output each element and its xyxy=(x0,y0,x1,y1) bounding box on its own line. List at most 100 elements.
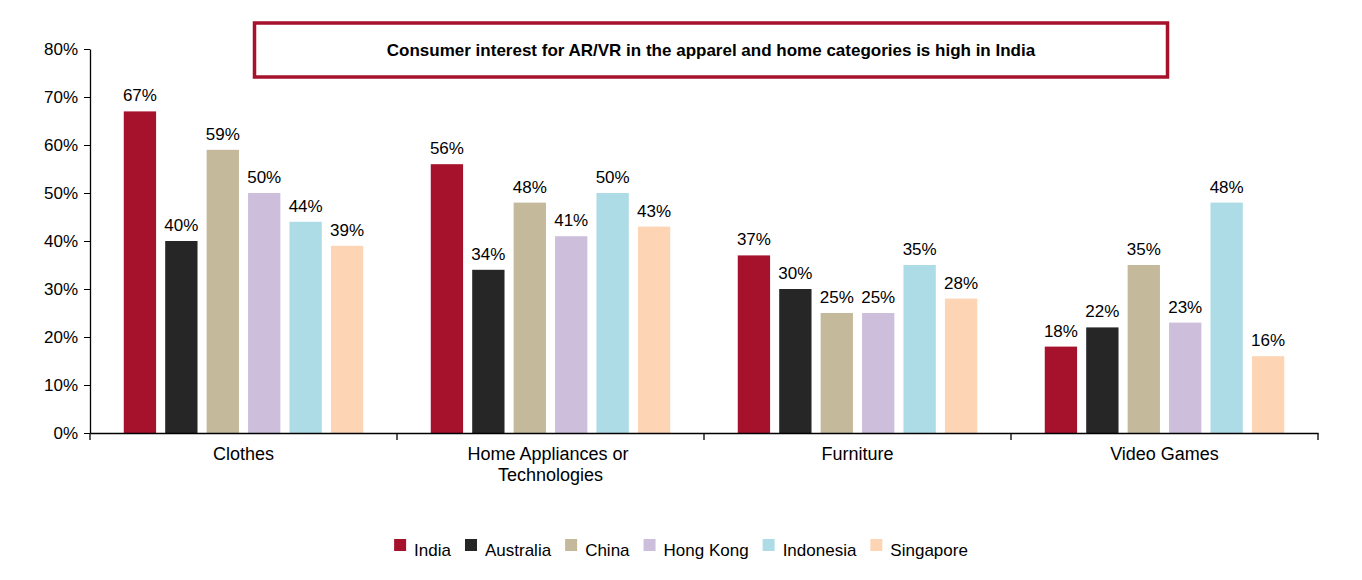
legend-item: India xyxy=(394,539,451,560)
data-label: 18% xyxy=(1044,322,1078,341)
tick-mark xyxy=(84,241,90,242)
bar xyxy=(514,203,546,433)
data-label: 16% xyxy=(1251,331,1285,350)
tick: 70% xyxy=(44,88,90,107)
legend-swatch xyxy=(465,539,477,551)
tick-label: Video Games xyxy=(1110,444,1219,464)
bar xyxy=(555,236,587,433)
data-label: 30% xyxy=(778,264,812,283)
legend-label: Singapore xyxy=(890,541,968,560)
bars xyxy=(124,111,1284,433)
data-label: 35% xyxy=(1127,240,1161,259)
legend-swatch xyxy=(394,539,406,551)
legend-label: China xyxy=(585,541,630,560)
group-separators xyxy=(90,433,1318,440)
x-axis: Clothes Home Appliances or Technologies Fu… xyxy=(90,433,1319,485)
bar xyxy=(862,313,894,433)
legend-label: Hong Kong xyxy=(664,541,749,560)
data-label: 39% xyxy=(330,221,364,240)
tick: Home Appliances or Technologies xyxy=(467,433,633,485)
tick: 80% xyxy=(44,40,90,59)
separator-tick xyxy=(89,433,90,440)
legend-label: Indonesia xyxy=(783,541,857,560)
legend-swatch xyxy=(763,539,775,551)
tick-mark xyxy=(84,337,90,338)
legend-swatch xyxy=(644,539,656,551)
data-label: 44% xyxy=(289,197,323,216)
series xyxy=(289,193,1242,433)
tick-mark xyxy=(84,193,90,194)
data-label: 43% xyxy=(637,202,671,221)
tick-mark xyxy=(84,433,90,434)
data-label: 67% xyxy=(123,86,157,105)
data-label: 34% xyxy=(471,245,505,264)
bar xyxy=(1086,327,1118,433)
bar xyxy=(248,193,280,433)
tick-mark xyxy=(84,49,90,50)
title-box: Consumer interest for AR/VR in the appar… xyxy=(255,23,1168,77)
bar xyxy=(165,241,197,433)
bar xyxy=(1169,323,1201,433)
data-label: 37% xyxy=(737,230,771,249)
bar xyxy=(903,265,935,433)
tick-label: 20% xyxy=(44,328,78,347)
tick: Furniture xyxy=(821,433,893,464)
separator-tick xyxy=(1317,433,1318,440)
bar xyxy=(207,150,239,433)
bar xyxy=(596,193,628,433)
data-labels: 67%56%37%18%40%34%30%22%59%48%25%35%50%4… xyxy=(123,86,1285,350)
data-label: 41% xyxy=(554,211,588,230)
legend-item: Singapore xyxy=(870,539,968,560)
data-label: 22% xyxy=(1085,302,1119,321)
chart: 67%56%37%18%40%34%30%22%59%48%25%35%50%4… xyxy=(0,0,1362,580)
tick-label: 60% xyxy=(44,136,78,155)
bar xyxy=(124,111,156,433)
bar xyxy=(472,270,504,433)
data-label: 50% xyxy=(596,168,630,187)
bar xyxy=(1252,356,1284,433)
bar xyxy=(331,246,363,433)
tick-label: 30% xyxy=(44,280,78,299)
data-label: 23% xyxy=(1168,298,1202,317)
separator-tick xyxy=(703,433,704,440)
title: Consumer interest for AR/VR in the appar… xyxy=(387,41,1036,60)
data-label: 25% xyxy=(861,288,895,307)
bar xyxy=(1045,347,1077,433)
tick-mark xyxy=(84,145,90,146)
bar xyxy=(638,227,670,433)
tick: 30% xyxy=(44,280,90,299)
tick-label: Clothes xyxy=(213,444,274,464)
axis-line xyxy=(90,50,91,434)
series xyxy=(207,150,1160,433)
tick-label: 0% xyxy=(53,424,78,443)
bar xyxy=(289,222,321,433)
series xyxy=(248,193,1201,433)
tick: 40% xyxy=(44,232,90,251)
data-label: 25% xyxy=(820,288,854,307)
title-frame xyxy=(255,23,1168,77)
bar xyxy=(945,299,977,433)
data-label: 35% xyxy=(903,240,937,259)
legend-item: Hong Kong xyxy=(644,539,749,560)
tick-label: Furniture xyxy=(821,444,893,464)
separator-tick xyxy=(1010,433,1011,440)
tick-mark xyxy=(84,385,90,386)
data-label: 59% xyxy=(206,125,240,144)
tick: 10% xyxy=(44,376,90,395)
data-label: 40% xyxy=(164,216,198,235)
bar xyxy=(779,289,811,433)
legend-item: China xyxy=(565,539,630,560)
tick: Video Games xyxy=(1110,433,1219,464)
legend-item: Australia xyxy=(465,539,552,560)
tick-label: Home Appliances or Technologies xyxy=(467,444,633,486)
tick-label: 80% xyxy=(44,40,78,59)
tick-label: 40% xyxy=(44,232,78,251)
series xyxy=(124,111,1077,433)
tick: Clothes xyxy=(213,433,274,464)
bar xyxy=(821,313,853,433)
tick-label: 50% xyxy=(44,184,78,203)
separator-tick xyxy=(396,433,397,440)
bar xyxy=(1128,265,1160,433)
data-label: 56% xyxy=(430,139,464,158)
bar xyxy=(1210,203,1242,433)
